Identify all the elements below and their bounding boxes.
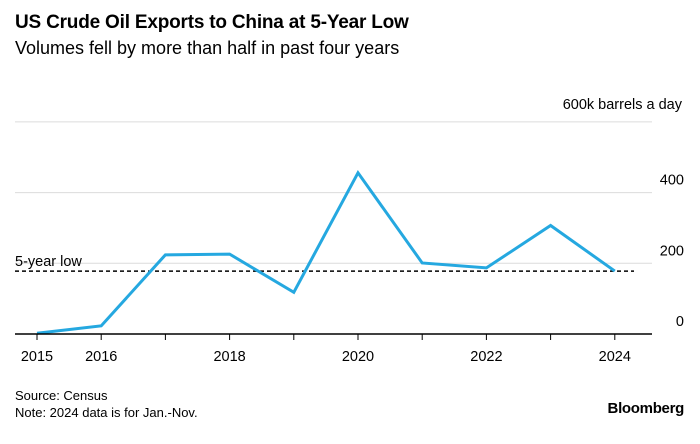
series-line (36, 169, 616, 335)
x-tick-label: 2024 (599, 349, 631, 365)
source-text: Source: Census (15, 388, 108, 403)
x-tick-label: 2015 (21, 349, 53, 365)
y-tick-label: 200 (660, 243, 684, 259)
note-text: Note: 2024 data is for Jan.-Nov. (15, 405, 198, 420)
bloomberg-logo: Bloomberg (607, 400, 685, 417)
chart-subtitle: Volumes fell by more than half in past f… (15, 38, 400, 58)
chart-title: US Crude Oil Exports to China at 5-Year … (15, 12, 409, 33)
y-tick-label: 400 (660, 173, 684, 189)
y-tick-label: 0 (676, 314, 684, 330)
x-tick-label: 2016 (85, 349, 117, 365)
x-tick-label: 2022 (470, 349, 502, 365)
y-axis-unit-label: 600k barrels a day (562, 97, 682, 113)
source-notes: Source: Census Note: 2024 data is for Ja… (15, 387, 198, 421)
five-year-low-label: 5-year low (15, 254, 82, 270)
x-tick-label: 2018 (213, 349, 245, 365)
x-tick-label: 2020 (342, 349, 374, 365)
